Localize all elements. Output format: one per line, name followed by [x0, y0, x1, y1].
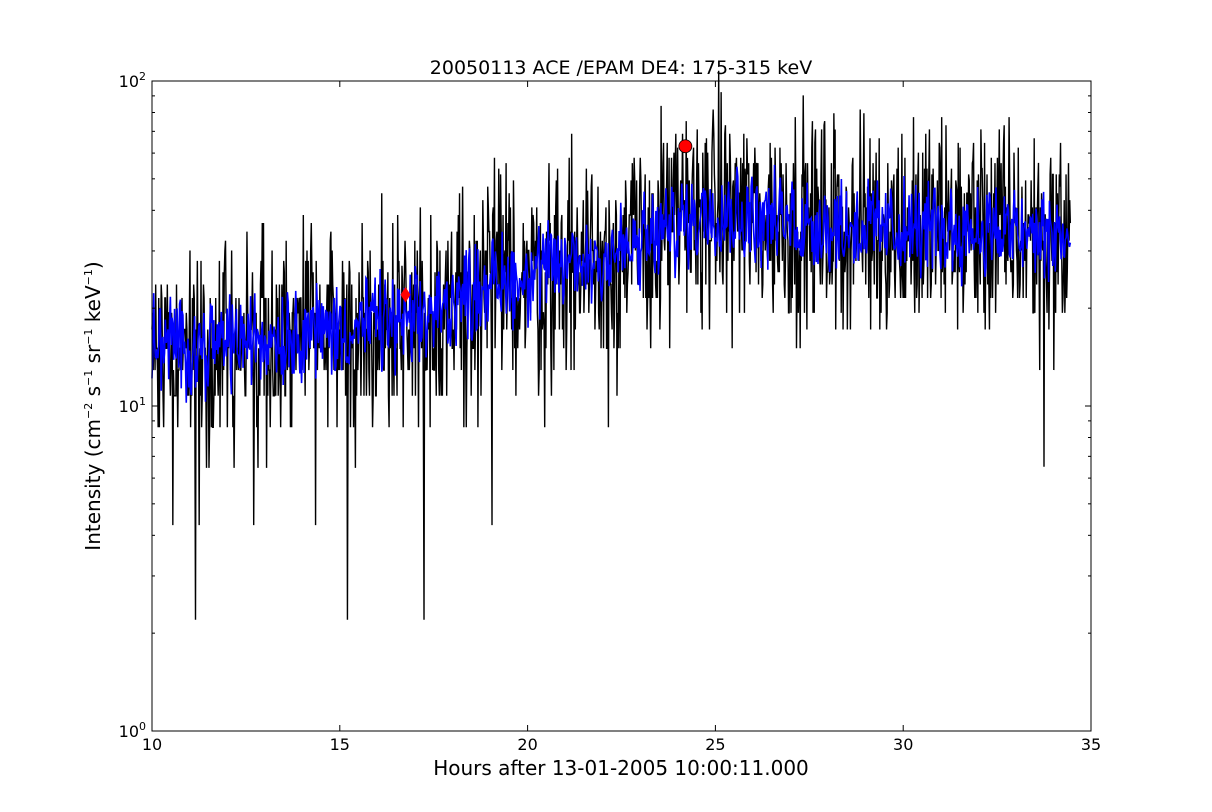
- marker-layer: [400, 139, 693, 303]
- y-axis-label-part: sr: [81, 344, 105, 370]
- y-axis-label-part: keV: [81, 285, 105, 329]
- x-tick-label: 35: [1081, 735, 1101, 754]
- y-axis-label-part: Intensity (cm: [81, 419, 105, 551]
- event-marker-circle: [678, 139, 693, 154]
- y-axis-label-exp: −1: [82, 370, 95, 386]
- y-tick-label-exp: 1: [139, 395, 146, 408]
- y-axis-label-part: ): [81, 261, 105, 269]
- y-tick-label-base: 10: [119, 722, 139, 741]
- y-tick-label-exp: 2: [139, 70, 146, 83]
- x-tick-label: 25: [705, 735, 725, 754]
- y-tick-label-base: 10: [119, 397, 139, 416]
- plot-area: [152, 81, 1091, 731]
- y-tick-label-exp: 0: [139, 720, 146, 733]
- series-layer: [151, 70, 1072, 620]
- x-tick-label: 30: [893, 735, 913, 754]
- y-axis-label: Intensity (cm−2 s−1 sr−1 keV−1): [81, 261, 105, 550]
- y-tick-label: 100: [119, 720, 146, 741]
- y-tick-label: 102: [119, 70, 146, 91]
- y-axis-label-exp: −1: [82, 329, 95, 345]
- x-tick-label: 15: [330, 735, 350, 754]
- chart-title: 20050113 ACE /EPAM DE4: 175-315 keV: [430, 57, 812, 79]
- plot-frame: [151, 80, 1092, 732]
- x-tick-label: 10: [142, 735, 162, 754]
- y-tick-label-base: 10: [119, 72, 139, 91]
- x-axis-label: Hours after 13-01-2005 10:00:11.000: [433, 756, 809, 780]
- y-axis-label-exp: −2: [82, 403, 95, 419]
- raw-intensity-line: [151, 70, 1072, 620]
- x-tick-label: 20: [517, 735, 537, 754]
- event-marker-diamond: [400, 286, 411, 303]
- y-tick-label: 101: [119, 395, 146, 416]
- smoothed-intensity-line: [151, 164, 1072, 403]
- y-axis-label-exp: −1: [82, 269, 95, 285]
- y-axis-label-part: s: [81, 386, 105, 403]
